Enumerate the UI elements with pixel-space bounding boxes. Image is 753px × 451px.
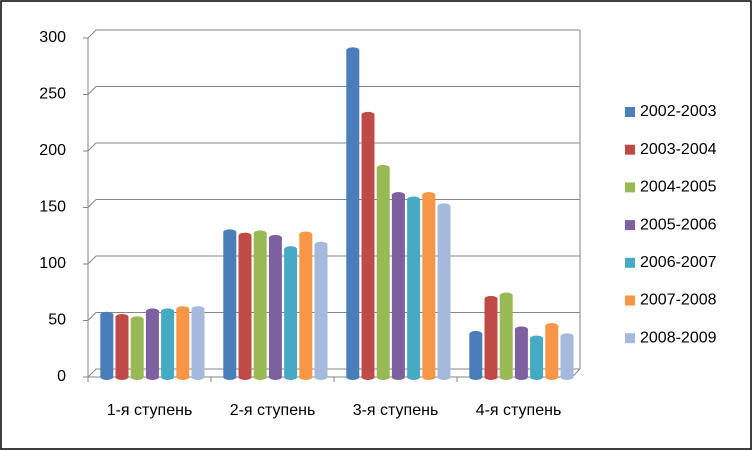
bar-top [223,229,237,236]
legend-swatch [625,220,635,231]
bar-top [299,231,313,238]
y-tick-label: 250 [39,86,66,103]
bar-top [422,192,436,199]
bar-top [191,306,205,313]
bar [176,306,190,380]
bar-top [145,308,159,315]
y-tick-label: 300 [39,29,66,46]
grid-line [87,142,580,152]
y-tick-label: 150 [39,199,66,216]
legend-label: 2005-2006 [640,216,717,233]
bar [545,323,559,380]
bar [115,314,129,380]
bar [514,326,528,380]
grid-line [87,29,580,39]
legend-label: 2007-2008 [640,292,717,309]
bar-top [161,308,175,315]
bar-top [530,335,544,342]
bar-top [346,47,360,54]
legend-swatch [625,295,635,306]
bar [422,192,436,380]
bar [346,47,360,381]
bar-top [361,111,375,118]
bar-top [376,164,390,171]
x-tick-label: 4-я ступень [476,402,562,419]
bar-top [391,192,405,199]
bar [530,335,544,380]
bar-top [176,306,190,313]
bar-top [469,331,483,338]
legend-label: 2003-2004 [640,141,717,158]
legend-swatch [625,144,635,155]
bar-top [284,246,298,253]
legend-swatch [625,107,635,117]
legend-label: 2008-2009 [640,329,717,346]
bar-top [100,311,114,318]
bar [314,241,328,380]
bar-top [514,326,528,333]
bar [299,231,313,380]
x-tick-label: 3-я ступень [353,402,439,419]
bar [238,232,252,380]
bar [361,111,375,380]
bar-top [545,323,559,330]
bar-top [314,241,328,248]
bar [191,306,205,380]
bar-top [253,230,267,237]
bar-top [238,232,252,239]
bar [376,164,390,380]
bar [469,331,483,380]
bar-top [437,203,451,210]
bar-top [407,196,421,203]
y-tick-label: 0 [57,368,66,385]
x-tick-label: 1-я ступень [107,402,193,419]
bar-top [130,316,144,323]
bar-top [484,296,498,303]
bar [161,308,175,380]
y-tick-label: 100 [39,255,66,272]
legend-label: 2004-2005 [640,179,717,196]
bar [223,229,237,380]
bar [253,230,267,380]
x-tick-label: 2-я ступень [230,402,316,419]
bar [560,333,574,380]
bar [284,246,298,380]
grid-line [87,86,580,95]
legend-swatch [625,257,635,268]
bar-top [499,292,513,299]
bar [130,316,144,380]
bar-top [115,314,129,321]
legend-swatch [625,182,635,193]
bar [499,292,513,380]
y-tick-label: 50 [48,312,66,329]
bar [145,308,159,380]
bar [407,196,421,380]
bar [484,296,498,380]
legend-swatch [625,333,635,344]
bar-top [268,235,282,242]
legend-label: 2002-2003 [640,103,717,120]
legend-label: 2006-2007 [640,254,717,271]
bar-top [560,333,574,340]
bar [268,235,282,380]
bar [391,192,405,380]
bar [100,311,114,380]
y-tick-label: 200 [39,142,66,159]
bar [437,203,451,380]
